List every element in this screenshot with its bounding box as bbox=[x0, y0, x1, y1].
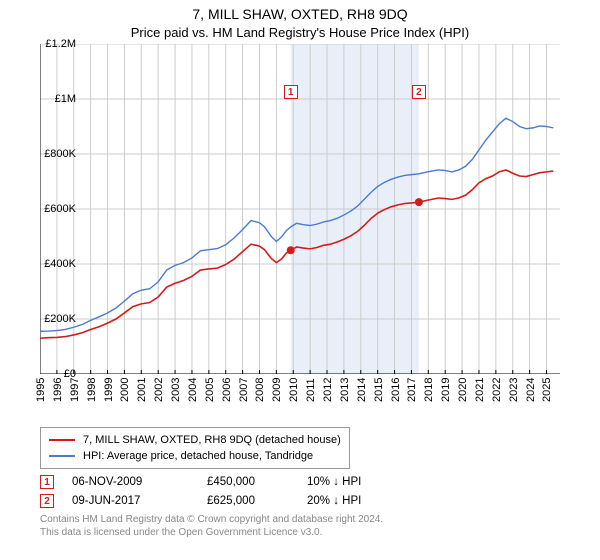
x-tick-label: 2016 bbox=[390, 378, 402, 402]
y-tick-label: £400K bbox=[36, 258, 76, 270]
legend: 7, MILL SHAW, OXTED, RH8 9DQ (detached h… bbox=[40, 427, 350, 469]
x-tick-label: 2010 bbox=[288, 378, 300, 402]
x-tick-label: 2014 bbox=[356, 378, 368, 402]
event-delta: 10% ↓ HPI bbox=[307, 476, 361, 488]
event-row: 2 09-JUN-2017£625,00020% ↓ HPI bbox=[40, 494, 590, 508]
event-price: £450,000 bbox=[207, 476, 307, 488]
x-tick-label: 2006 bbox=[221, 378, 233, 402]
page-title: 7, MILL SHAW, OXTED, RH8 9DQ bbox=[0, 0, 600, 22]
event-price: £625,000 bbox=[207, 495, 307, 507]
x-tick-label: 2011 bbox=[305, 378, 317, 402]
event-marker-2: 2 bbox=[412, 85, 426, 99]
x-tick-label: 2024 bbox=[525, 378, 537, 402]
x-tick-label: 2019 bbox=[440, 378, 452, 402]
legend-swatch bbox=[49, 455, 75, 457]
price-chart: £0£200K£400K£600K£800K£1M£1.2M12 bbox=[40, 44, 600, 374]
x-tick-label: 2004 bbox=[187, 378, 199, 402]
event-marker-1: 1 bbox=[284, 85, 298, 99]
x-tick-label: 2012 bbox=[322, 378, 334, 402]
events-table: 1 06-NOV-2009£450,00010% ↓ HPI 2 09-JUN-201… bbox=[40, 475, 590, 508]
y-tick-label: £200K bbox=[36, 313, 76, 325]
x-tick-label: 2008 bbox=[254, 378, 266, 402]
x-tick-label: 2009 bbox=[271, 378, 283, 402]
y-tick-label: £600K bbox=[36, 203, 76, 215]
x-tick-label: 2007 bbox=[238, 378, 250, 402]
y-tick-label: £1M bbox=[36, 93, 76, 105]
legend-label: HPI: Average price, detached house, Tand… bbox=[83, 450, 313, 462]
x-tick-label: 2023 bbox=[508, 378, 520, 402]
x-tick-label: 2005 bbox=[204, 378, 216, 402]
footer: Contains HM Land Registry data © Crown c… bbox=[40, 513, 590, 539]
event-badge: 1 bbox=[40, 475, 54, 489]
x-tick-label: 2020 bbox=[457, 378, 469, 402]
x-tick-label: 2000 bbox=[119, 378, 131, 402]
x-tick-label: 2001 bbox=[136, 378, 148, 402]
legend-swatch bbox=[49, 439, 75, 441]
event-date: 09-JUN-2017 bbox=[72, 495, 207, 507]
x-tick-label: 1997 bbox=[69, 378, 81, 402]
event-delta: 20% ↓ HPI bbox=[307, 495, 361, 507]
x-tick-label: 2018 bbox=[423, 378, 435, 402]
x-axis-labels: 1995199619971998199920002001200220032004… bbox=[40, 374, 560, 426]
legend-item-hpi: HPI: Average price, detached house, Tand… bbox=[49, 448, 341, 464]
x-tick-label: 2025 bbox=[541, 378, 553, 402]
x-tick-label: 2021 bbox=[474, 378, 486, 402]
legend-label: 7, MILL SHAW, OXTED, RH8 9DQ (detached h… bbox=[83, 434, 341, 446]
event-badge: 2 bbox=[40, 494, 54, 508]
x-tick-label: 1998 bbox=[86, 378, 98, 402]
page-subtitle: Price paid vs. HM Land Registry's House … bbox=[0, 25, 600, 40]
x-tick-label: 1999 bbox=[103, 378, 115, 402]
y-tick-label: £800K bbox=[36, 148, 76, 160]
x-tick-label: 1996 bbox=[52, 378, 64, 402]
x-tick-label: 2003 bbox=[170, 378, 182, 402]
event-row: 1 06-NOV-2009£450,00010% ↓ HPI bbox=[40, 475, 590, 489]
footer-line1: Contains HM Land Registry data © Crown c… bbox=[40, 513, 590, 526]
chart-svg bbox=[40, 44, 560, 374]
x-tick-label: 2017 bbox=[406, 378, 418, 402]
x-tick-label: 2022 bbox=[491, 378, 503, 402]
y-tick-label: £1.2M bbox=[36, 38, 76, 50]
legend-item-property: 7, MILL SHAW, OXTED, RH8 9DQ (detached h… bbox=[49, 432, 341, 448]
x-tick-label: 2002 bbox=[153, 378, 165, 402]
x-tick-label: 2013 bbox=[339, 378, 351, 402]
x-tick-label: 1995 bbox=[35, 378, 47, 402]
event-date: 06-NOV-2009 bbox=[72, 476, 207, 488]
x-tick-label: 2015 bbox=[373, 378, 385, 402]
footer-line2: This data is licensed under the Open Gov… bbox=[40, 526, 590, 539]
